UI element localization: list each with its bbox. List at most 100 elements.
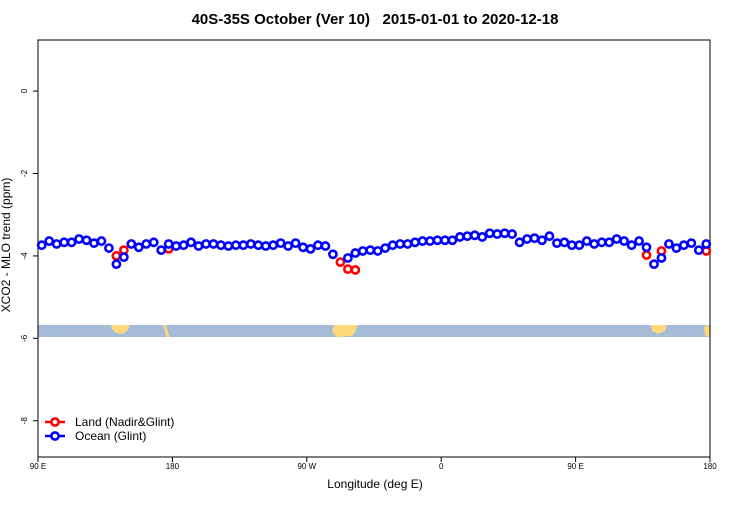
y-tick-label: -8	[20, 417, 29, 425]
point	[529, 233, 540, 244]
legend-marker	[50, 431, 60, 441]
land-band	[38, 325, 710, 337]
point	[328, 249, 338, 260]
point	[514, 237, 525, 248]
point	[566, 240, 577, 251]
chart-title: 40S-35S October (Ver 10) 2015-01-01 to 2…	[192, 11, 559, 28]
point	[619, 236, 630, 246]
land-shape	[111, 325, 130, 334]
point	[552, 238, 562, 249]
band	[38, 325, 710, 337]
point	[492, 229, 503, 239]
point	[634, 236, 644, 246]
point	[410, 237, 420, 248]
point	[686, 238, 697, 249]
point	[283, 241, 294, 251]
point	[216, 240, 226, 251]
point	[275, 238, 286, 249]
point	[59, 237, 70, 248]
point	[350, 248, 361, 258]
point	[380, 243, 391, 253]
point	[208, 239, 219, 249]
point	[313, 240, 323, 251]
point	[417, 236, 428, 246]
point	[178, 240, 189, 251]
point	[462, 231, 473, 242]
x-tick-label: 90 E	[30, 462, 46, 471]
point	[507, 229, 518, 239]
land-shape	[332, 325, 357, 337]
point	[611, 234, 622, 244]
point	[335, 257, 346, 267]
point	[126, 239, 137, 249]
point	[163, 239, 174, 249]
point	[148, 237, 159, 248]
x-tick-label: 90 E	[567, 462, 583, 471]
point	[193, 241, 204, 251]
point	[544, 231, 555, 242]
point	[499, 228, 510, 239]
point	[186, 237, 196, 248]
x-tick-label: 180	[703, 462, 717, 471]
point	[223, 241, 234, 251]
point	[701, 239, 712, 249]
y-axis-label: XCO2 - MLO trend (ppm)	[0, 178, 13, 313]
point	[469, 230, 480, 241]
x-tick-label: 90 W	[297, 462, 316, 471]
point	[51, 239, 62, 249]
point	[641, 242, 652, 253]
y-tick-label: -2	[20, 169, 29, 177]
point	[402, 239, 413, 249]
point	[111, 259, 122, 270]
point	[245, 239, 256, 249]
point	[357, 246, 368, 256]
legend-label: Land (Nadir&Glint)	[75, 415, 174, 429]
point	[395, 239, 406, 249]
point	[305, 244, 316, 254]
x-tick-label: 180	[166, 462, 180, 471]
point	[372, 246, 383, 256]
point	[230, 240, 241, 251]
point	[589, 239, 600, 249]
point	[350, 265, 361, 275]
point	[290, 238, 301, 249]
point	[425, 236, 435, 246]
point	[74, 234, 84, 244]
point	[626, 240, 637, 251]
point	[104, 243, 114, 253]
point	[171, 241, 182, 251]
point	[36, 240, 47, 251]
point	[604, 237, 615, 248]
point	[477, 232, 488, 242]
point	[118, 252, 129, 263]
point	[693, 245, 704, 256]
x-tick-label: 0	[439, 462, 444, 471]
point	[649, 259, 659, 270]
point	[320, 241, 331, 251]
point	[201, 239, 211, 249]
point	[656, 253, 667, 263]
point	[484, 228, 495, 239]
y-tick-label: -6	[20, 334, 29, 342]
point	[89, 238, 99, 249]
point	[66, 237, 77, 248]
point	[44, 236, 55, 246]
point	[440, 235, 450, 246]
point	[537, 235, 547, 246]
point	[268, 240, 279, 251]
point	[664, 239, 674, 249]
y-tick-label: -4	[20, 252, 29, 260]
land-shape	[651, 325, 667, 334]
y-tick-label: 0	[20, 88, 29, 93]
point	[156, 245, 167, 256]
point	[141, 239, 152, 249]
point	[111, 251, 122, 261]
point	[260, 241, 271, 251]
point	[298, 242, 308, 253]
point	[365, 245, 376, 256]
point	[671, 243, 682, 253]
legend-marker	[50, 417, 60, 427]
point	[133, 242, 144, 253]
point	[342, 264, 353, 275]
